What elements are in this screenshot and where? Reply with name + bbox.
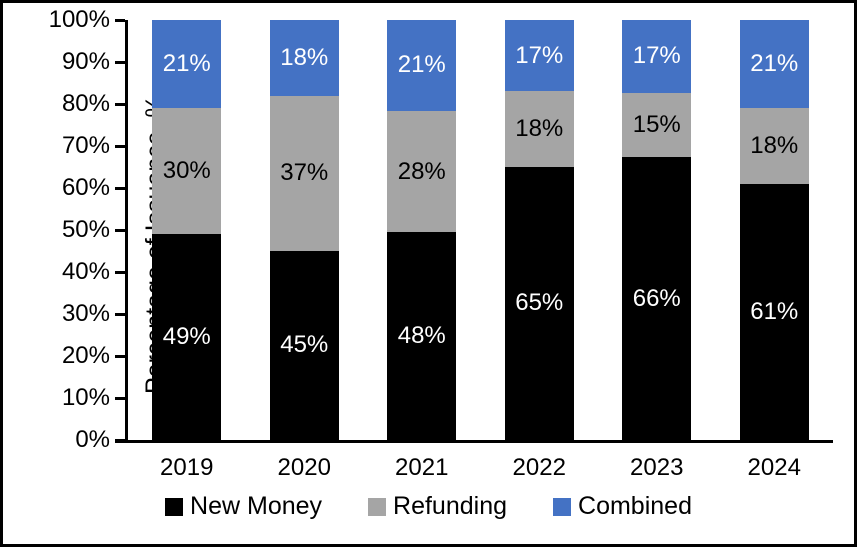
bar-segment-combined-2021: 21%: [387, 20, 457, 111]
x-label-2023: 2023: [630, 454, 684, 481]
y-tick: [115, 186, 125, 190]
y-tick-label: 100%: [48, 6, 110, 33]
y-tick: [115, 60, 125, 64]
bar-data-label: 21%: [162, 50, 211, 78]
y-tick-label: 50%: [61, 216, 110, 243]
bar-segment-combined-2019: 21%: [152, 20, 222, 109]
y-tick-label: 60%: [61, 174, 110, 201]
bar-segment-new-money-2023: 66%: [622, 157, 692, 440]
y-tick: [115, 438, 125, 442]
bar-data-label: 21%: [397, 51, 446, 79]
legend-swatch-icon: [165, 497, 184, 516]
bar-data-label: 65%: [515, 289, 564, 317]
bar-data-label: 15%: [632, 110, 681, 138]
y-tick: [115, 354, 125, 358]
y-tick-label: 90%: [61, 48, 110, 75]
legend-item-combined: Combined: [553, 492, 692, 521]
legend-label: Refunding: [393, 492, 508, 520]
bar-data-label: 18%: [750, 131, 799, 159]
bar-segment-combined-2020: 18%: [269, 20, 339, 96]
x-axis-line: [115, 440, 833, 443]
bar-data-label: 61%: [750, 297, 799, 325]
bar-segment-refunding-2020: 37%: [269, 95, 339, 251]
legend-label: Combined: [578, 492, 692, 520]
x-label-2020: 2020: [277, 454, 331, 481]
bar-data-label: 18%: [280, 43, 329, 71]
bar-data-label: 48%: [397, 322, 446, 350]
legend-label: New Money: [190, 492, 323, 520]
y-tick-label: 80%: [61, 90, 110, 117]
y-axis-line: [125, 20, 128, 443]
bar-segment-refunding-2021: 28%: [387, 110, 457, 233]
legend-item-refunding: Refunding: [368, 492, 507, 521]
bar-2019: 21% 30% 49%: [152, 20, 222, 440]
x-label-2024: 2024: [747, 454, 801, 481]
y-tick-label: 30%: [61, 300, 110, 327]
x-axis-labels: 2019 2020 2021 2022 2023 2024: [128, 454, 833, 484]
x-label-2022: 2022: [512, 454, 566, 481]
bar-data-label: 17%: [515, 41, 564, 69]
bar-data-label: 21%: [750, 50, 799, 78]
y-tick-label: 10%: [61, 384, 110, 411]
legend-item-new-money: New Money: [165, 492, 322, 521]
y-tick: [115, 144, 125, 148]
bar-data-label: 28%: [397, 157, 446, 185]
bar-segment-new-money-2020: 45%: [269, 250, 339, 440]
y-tick: [115, 396, 125, 400]
bar-segment-combined-2023: 17%: [622, 20, 692, 93]
y-tick: [115, 312, 125, 316]
legend-swatch-icon: [368, 497, 387, 516]
bar-segment-refunding-2023: 15%: [622, 92, 692, 158]
y-tick: [115, 18, 125, 22]
bar-data-label: 66%: [632, 284, 681, 312]
bar-segment-refunding-2024: 18%: [739, 108, 809, 184]
bar-2022: 17% 18% 65%: [504, 20, 574, 440]
y-tick: [115, 270, 125, 274]
bar-segment-refunding-2022: 18%: [504, 91, 574, 167]
bar-2024: 21% 18% 61%: [739, 20, 809, 440]
x-label-2021: 2021: [395, 454, 449, 481]
bar-segment-new-money-2021: 48%: [387, 232, 457, 440]
bar-segment-new-money-2019: 49%: [152, 234, 222, 440]
y-tick-label: 20%: [61, 342, 110, 369]
bar-segment-refunding-2019: 30%: [152, 108, 222, 235]
plot-area: Percentage of Issuance, % 0%10%20%30%40%…: [49, 6, 833, 453]
bar-segment-new-money-2024: 61%: [739, 183, 809, 440]
y-tick: [115, 102, 125, 106]
bar-2023: 17% 15% 66%: [622, 20, 692, 440]
bar-data-label: 49%: [162, 323, 211, 351]
x-label-2019: 2019: [160, 454, 214, 481]
bar-data-label: 30%: [162, 157, 211, 185]
bar-data-label: 45%: [280, 331, 329, 359]
legend-swatch-icon: [553, 497, 572, 516]
bar-segment-combined-2024: 21%: [739, 20, 809, 109]
bar-2020: 18% 37% 45%: [269, 20, 339, 440]
bar-segment-combined-2022: 17%: [504, 20, 574, 92]
y-tick-label: 70%: [61, 132, 110, 159]
bar-data-label: 18%: [515, 115, 564, 143]
y-tick-label: 40%: [61, 258, 110, 285]
bar-segment-new-money-2022: 65%: [504, 166, 574, 440]
bar-data-label: 17%: [632, 42, 681, 70]
bar-data-label: 37%: [280, 159, 329, 187]
y-tick: [115, 228, 125, 232]
legend: New Money Refunding Combined: [3, 492, 854, 521]
y-tick-label: 0%: [75, 426, 110, 453]
bar-2021: 21% 28% 48%: [387, 20, 457, 440]
